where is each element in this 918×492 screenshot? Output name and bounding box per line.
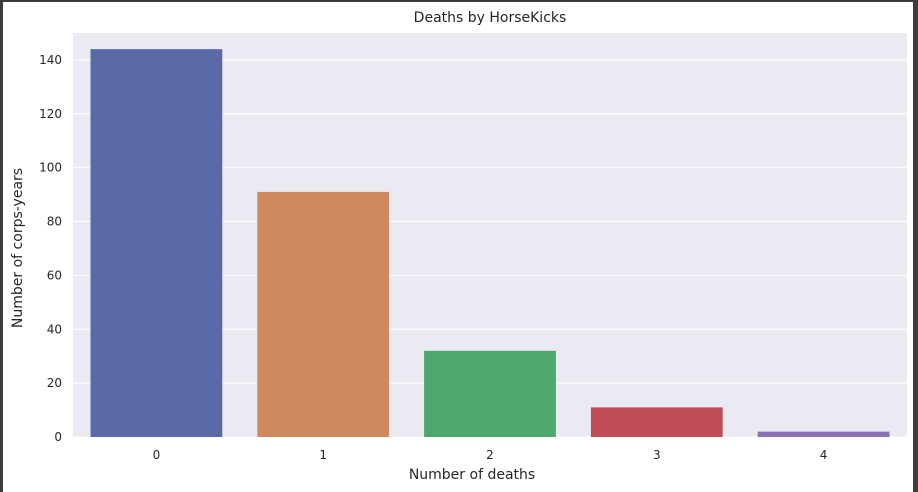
x-tick-label: 0 [153,448,161,462]
bar-3 [590,407,723,437]
y-tick-label: 40 [47,322,62,336]
y-tick-label: 0 [54,430,62,444]
y-tick-label: 80 [47,215,62,229]
bars [90,49,890,437]
x-tick-label: 3 [653,448,661,462]
y-axis-label: Number of corps-years [10,168,26,328]
y-tick-label: 100 [39,161,62,175]
x-tick-label: 4 [820,448,828,462]
y-tick-label: 140 [39,53,62,67]
window-frame-left [0,0,3,492]
window-frame-right [913,0,918,492]
x-axis-ticks: 0 1 2 3 4 [153,448,828,462]
x-axis-label: Number of deaths [409,467,535,483]
bar-2 [424,350,556,437]
x-tick-label: 1 [319,448,327,462]
window-frame-top [0,0,918,2]
bar-1 [257,191,390,437]
y-tick-label: 60 [47,268,62,282]
chart-title: Deaths by HorseKicks [414,10,567,26]
x-tick-label: 2 [486,448,494,462]
y-tick-label: 20 [47,376,62,390]
bar-0 [90,49,223,437]
y-tick-label: 120 [39,107,62,121]
bar-4 [757,431,890,437]
y-axis-ticks: 0 20 40 60 80 100 120 140 [39,53,62,444]
